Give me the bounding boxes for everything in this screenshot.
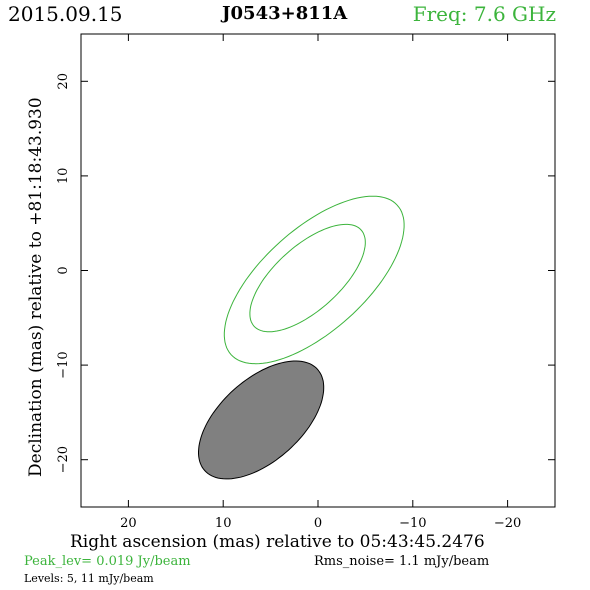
epoch-date: 2015.09.15 — [8, 2, 123, 26]
x-tick-label: −10 — [399, 516, 426, 531]
contour-levels: Levels: 5, 11 mJy/beam — [24, 572, 154, 585]
x-tick-label: 10 — [215, 516, 232, 531]
beam-ellipse — [198, 360, 325, 480]
contour-layer — [223, 195, 405, 365]
plot-frame — [80, 33, 556, 508]
x-tick-label: −20 — [494, 516, 521, 531]
y-tick-label: −10 — [56, 351, 71, 378]
source-name: J0543+811A — [222, 3, 348, 24]
y-tick-label: 20 — [56, 73, 71, 90]
contour-level-5 — [223, 195, 405, 365]
rms-noise: Rms_noise= 1.1 mJy/beam — [314, 554, 490, 569]
contour-level-11 — [249, 223, 366, 333]
x-tick-label: 20 — [120, 516, 137, 531]
peak-level: Peak_lev= 0.019 Jy/beam — [24, 554, 191, 569]
tick-layer: 20 10 0 −10 −20 20 10 0 −10 −20 — [56, 34, 555, 531]
y-tick-label: 0 — [56, 266, 71, 274]
y-tick-label: 10 — [56, 168, 71, 185]
y-axis-label: Declination (mas) relative to +81:18:43.… — [26, 97, 46, 477]
x-axis-label: Right ascension (mas) relative to 05:43:… — [70, 532, 485, 552]
beam-layer — [198, 360, 325, 480]
frequency-label: Freq: 7.6 GHz — [412, 2, 556, 26]
x-tick-label: 0 — [314, 516, 322, 531]
y-tick-label: −20 — [56, 446, 71, 473]
